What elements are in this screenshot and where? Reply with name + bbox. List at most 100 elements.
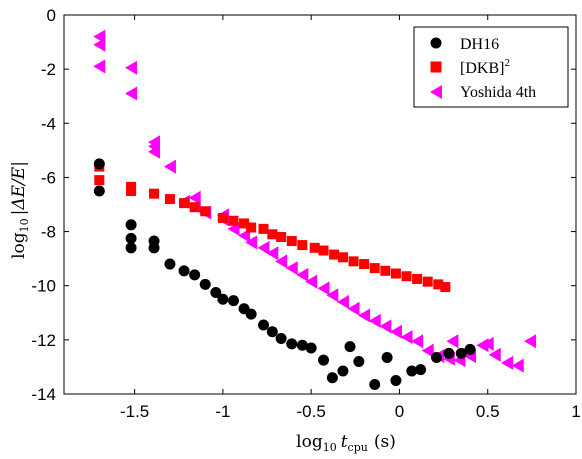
data-point: [276, 231, 287, 242]
y-tick-label: -8: [41, 223, 56, 242]
data-point: [317, 281, 330, 296]
legend-marker-dh16: [430, 37, 442, 49]
data-point: [189, 269, 201, 281]
data-point: [246, 222, 257, 233]
data-point: [125, 86, 138, 101]
data-point: [245, 308, 257, 320]
data-point: [380, 265, 391, 276]
x-axis-label: log10 tcpu (s): [296, 432, 396, 454]
data-point: [297, 240, 308, 251]
y-axis-label: log10|ΔE/E|: [9, 161, 31, 259]
data-point: [446, 334, 459, 349]
data-point: [257, 240, 270, 255]
data-point: [285, 261, 298, 276]
data-point: [227, 295, 239, 307]
data-point: [318, 354, 330, 366]
data-point: [488, 347, 501, 362]
legend-label-yoshida: Yoshida 4th: [460, 84, 536, 101]
data-point: [369, 379, 381, 391]
data-point: [440, 282, 451, 293]
data-point: [443, 347, 455, 359]
x-tick-label: 1: [571, 402, 580, 421]
x-tick-label: -0.5: [297, 402, 326, 421]
data-point: [125, 60, 138, 75]
data-point: [401, 271, 412, 282]
data-point: [245, 235, 258, 250]
data-point: [189, 202, 200, 213]
data-point: [199, 278, 211, 290]
y-tick-label: -12: [31, 331, 56, 350]
data-point: [400, 330, 413, 345]
data-point: [228, 215, 239, 226]
data-point: [524, 334, 537, 349]
data-point: [266, 246, 279, 261]
data-point: [258, 223, 269, 234]
data-point: [178, 265, 190, 277]
data-point: [326, 288, 339, 303]
data-point: [337, 365, 349, 377]
data-point: [481, 336, 494, 351]
axis-labels: log10 tcpu (s) log10|ΔE/E|: [9, 161, 396, 454]
data-point: [464, 343, 476, 355]
data-point: [348, 256, 359, 267]
data-point: [318, 245, 329, 256]
data-point: [422, 276, 433, 287]
data-point: [93, 37, 106, 52]
data-point: [239, 218, 250, 229]
data-point: [412, 273, 423, 284]
data-point: [125, 219, 137, 231]
data-point: [406, 365, 418, 377]
data-point: [286, 236, 297, 247]
x-tick-label: 0.5: [476, 402, 500, 421]
data-point: [390, 374, 402, 386]
data-point: [433, 279, 444, 290]
data-point: [125, 242, 137, 254]
series-square: [94, 161, 451, 293]
data-point: [148, 144, 161, 159]
data-point: [344, 341, 356, 353]
data-point: [164, 194, 175, 205]
data-point: [455, 347, 467, 359]
data-point: [309, 242, 320, 253]
data-point: [381, 351, 393, 363]
y-tick-label: -6: [41, 168, 56, 187]
data-point: [217, 293, 229, 305]
y-tick-label: -4: [41, 114, 56, 133]
data-point: [415, 364, 427, 376]
data-point: [389, 324, 402, 339]
data-point: [347, 301, 360, 316]
data-point: [126, 185, 137, 196]
data-point: [275, 254, 288, 269]
data-point: [329, 249, 340, 260]
data-point: [94, 175, 105, 186]
data-point: [163, 159, 176, 174]
data-point: [326, 372, 338, 384]
data-point: [411, 334, 424, 349]
x-tick-label: 0: [395, 402, 404, 421]
x-tick-label: -1: [215, 402, 230, 421]
data-point: [179, 198, 190, 209]
data-point: [164, 258, 176, 270]
axes: -1.5 -1 -0.5 0 0.5 1 -14 -12 -10 -8 -6 -4 -2 0: [31, 6, 580, 421]
data-point: [390, 268, 401, 279]
series-circle: [93, 158, 476, 391]
data-point: [305, 342, 317, 354]
data-point: [149, 188, 160, 199]
data-point: [148, 242, 160, 254]
data-point: [501, 355, 514, 370]
data-point: [296, 267, 309, 282]
y-tick-label: -14: [31, 385, 56, 404]
data-point: [217, 213, 228, 224]
data-point: [337, 252, 348, 263]
data-point: [421, 343, 434, 358]
y-tick-label: -10: [31, 277, 56, 296]
data-point: [275, 333, 287, 345]
data-point: [258, 319, 270, 331]
data-point: [336, 294, 349, 309]
data-point: [210, 286, 222, 298]
data-point: [359, 259, 370, 270]
legend: DH16 [DKB]2 Yoshida 4th: [413, 26, 569, 108]
data-point: [358, 308, 371, 323]
data-point: [93, 185, 105, 197]
